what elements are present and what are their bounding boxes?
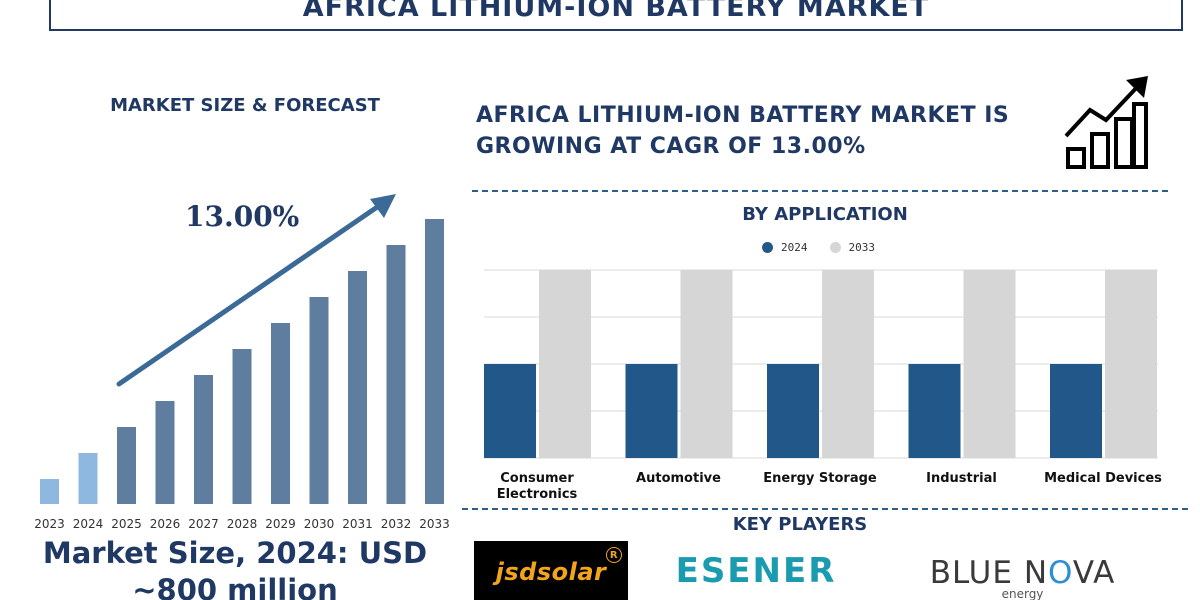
application-title: BY APPLICATION: [742, 204, 908, 225]
forecast-bar-chart: 2023 2024 2025 2026 2027 2028 2029 2030 2031 2032…: [34, 194, 450, 531]
forecast-bar-2028: [232, 349, 252, 504]
page-title: AFRICA LITHIUM-ION BATTERY MARKET: [302, 0, 930, 23]
application-bar-2033: [539, 270, 591, 458]
application-bar-2024: [484, 364, 536, 458]
legend-label-2033: 2033: [848, 241, 876, 254]
year-tick-label: 2029: [265, 517, 296, 531]
application-category-label: Industrial: [926, 471, 997, 486]
application-category-label: Medical Devices: [1044, 471, 1162, 486]
forecast-bar-2023: [40, 479, 59, 504]
bluenova-logo-text: BLUE NOVA: [929, 555, 1116, 591]
application-bar-2024: [767, 364, 819, 458]
growth-arrow: [116, 200, 386, 387]
application-bar-2033: [963, 270, 1016, 458]
forecast-bar-2033: [425, 219, 444, 504]
application-bar-2024: [625, 364, 678, 458]
forecast-bar-2032: [386, 245, 406, 504]
forecast-bar-2024: [78, 453, 98, 504]
registered-mark-icon: R: [606, 547, 622, 563]
legend-swatch-2033: [829, 242, 841, 253]
legend-label-2024: 2024: [781, 241, 808, 254]
year-tick-label: 2027: [188, 517, 219, 531]
section-divider: [472, 190, 1168, 192]
growth-chart-icon: [1064, 76, 1148, 169]
application-bar-2024: [1050, 364, 1102, 458]
application-bar-2033: [680, 270, 733, 458]
year-tick-label: 2023: [34, 517, 65, 531]
growth-headline: AFRICA LITHIUM-ION BATTERY MARKET IS GRO…: [476, 103, 1010, 159]
section-divider: [462, 508, 1188, 510]
year-tick-label: 2028: [227, 517, 258, 531]
legend-item-2033: 2033: [829, 241, 876, 254]
year-tick-label: 2032: [381, 517, 412, 531]
cagr-label: 13.00%: [185, 200, 300, 233]
application-bar-2033: [822, 270, 874, 458]
application-category-label: Consumer Electronics: [497, 471, 578, 502]
esener-logo: ESENER: [675, 551, 837, 591]
chart-legend: 2024 2033: [762, 241, 889, 254]
forecast-bar-2029: [271, 323, 290, 504]
forecast-subtitle: MARKET SIZE & FORECAST: [110, 95, 380, 116]
title-banner: AFRICA LITHIUM-ION BATTERY MARKET: [49, 0, 1183, 31]
year-tick-label: 2030: [304, 517, 335, 531]
bluenova-logo-subtext: energy: [1001, 587, 1044, 600]
key-players-title: KEY PLAYERS: [732, 514, 868, 535]
year-tick-label: 2033: [419, 517, 450, 531]
year-tick-label: 2031: [342, 517, 373, 531]
jsdsolar-logo-text: jsdsolar: [495, 558, 607, 586]
forecast-bar-2025: [117, 427, 136, 504]
application-category-label: Energy Storage: [763, 471, 877, 486]
application-category-label: Automotive: [636, 471, 721, 486]
forecast-bar-2026: [155, 401, 175, 504]
growth-arrow-head: [370, 194, 396, 218]
year-tick-label: 2025: [111, 517, 142, 531]
legend-item-2024: 2024: [762, 241, 808, 254]
year-tick-label: 2026: [150, 517, 181, 531]
application-bar-2024: [908, 364, 961, 458]
legend-swatch-2024: [762, 242, 773, 253]
bluenova-logo: BLUE NOVA energy: [915, 555, 1130, 600]
forecast-bar-2031: [348, 271, 367, 504]
forecast-bar-2027: [194, 375, 213, 504]
year-tick-label: 2024: [73, 517, 104, 531]
forecast-bar-2030: [309, 297, 329, 504]
market-size-text: Market Size, 2024: USD ~800 million: [42, 536, 428, 600]
jsdsolar-logo: jsdsolar R: [474, 541, 628, 600]
application-bar-2033: [1105, 270, 1157, 458]
